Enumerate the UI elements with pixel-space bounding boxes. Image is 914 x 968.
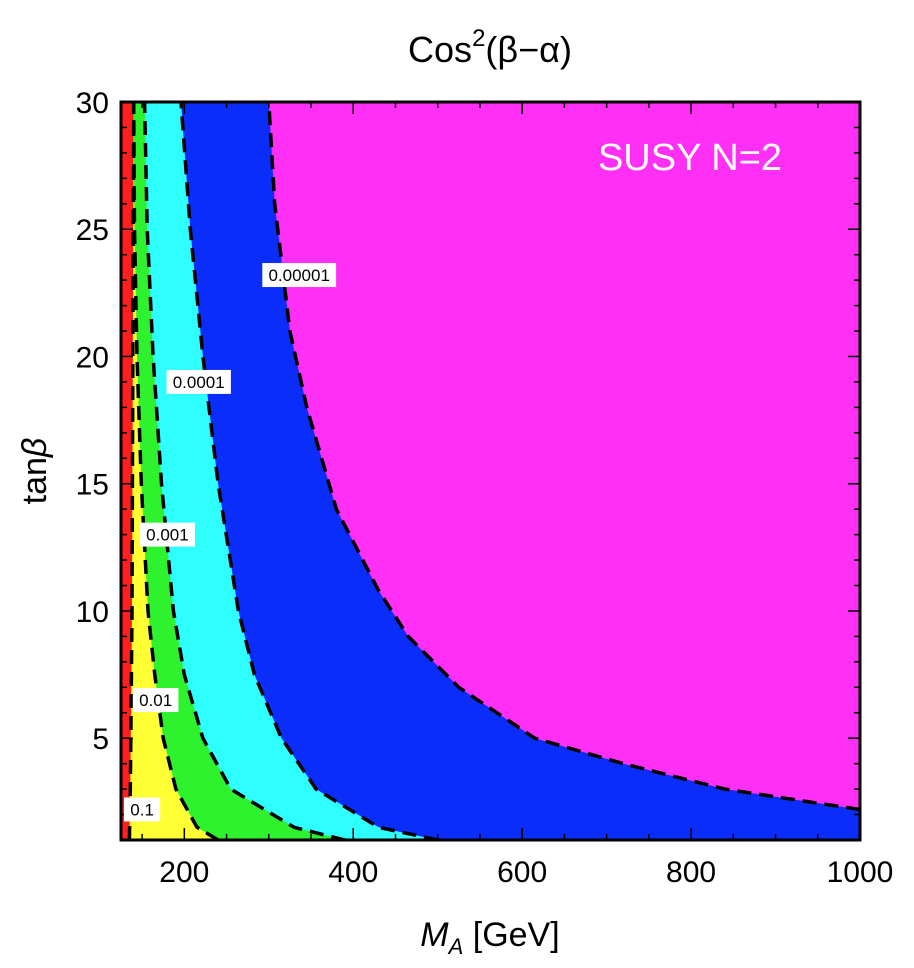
y-axis-label: tanβ <box>16 438 54 505</box>
contour-label-4: 0.0001 <box>173 373 225 392</box>
contour-label-5: 0.00001 <box>268 266 329 285</box>
y-tick-label: 15 <box>76 469 109 502</box>
contour-label-1: 0.1 <box>130 800 154 819</box>
contour-label-bg-3 <box>139 522 195 547</box>
contour-label-bg-4 <box>166 369 231 394</box>
ticks-group <box>121 101 861 840</box>
y-tick-label: 30 <box>76 87 109 120</box>
contour-labels-group: 0.1 0.01 0.001 0.0001 0.00001 <box>124 263 337 822</box>
plot-area <box>121 102 860 840</box>
contour-label-bg-5 <box>262 263 337 288</box>
region-5 <box>268 102 860 840</box>
title-argument: (β−α) <box>485 29 572 70</box>
y-tick-label: 20 <box>76 341 109 374</box>
x-axis-label-unit: [GeV] <box>463 916 559 954</box>
contour-label-bg-2 <box>132 688 179 713</box>
contour-label-bg-1 <box>124 797 161 822</box>
x-tick-label: 1000 <box>827 856 894 889</box>
x-axis-label: MA [GeV] <box>420 916 559 959</box>
y-axis-label-var: β <box>16 438 54 458</box>
y-tick-label: 25 <box>76 214 109 247</box>
x-tick-label: 600 <box>497 856 547 889</box>
regions-group <box>121 102 860 840</box>
y-tick-label: 5 <box>92 723 109 756</box>
tick-labels-group: 200 400 600 800 1000 5 10 15 20 25 30 <box>76 87 894 889</box>
title-superscript: 2 <box>472 25 485 52</box>
plot-frame <box>119 100 862 842</box>
x-tick-label: 400 <box>328 856 378 889</box>
annotation-text: SUSY N=2 <box>598 137 782 179</box>
contour-label-3: 0.001 <box>146 526 189 545</box>
title-base: Cos <box>408 29 472 70</box>
x-axis-label-var: M <box>420 916 449 954</box>
x-axis-label-sub: A <box>447 934 464 959</box>
x-tick-label: 200 <box>159 856 209 889</box>
contour-line-3 <box>142 102 346 840</box>
x-tick-label: 800 <box>666 856 716 889</box>
contour-line-4 <box>179 102 439 840</box>
contour-label-2: 0.01 <box>139 691 172 710</box>
y-tick-label: 10 <box>76 596 109 629</box>
contour-line-2 <box>131 102 220 840</box>
y-axis-label-fn: tan <box>16 457 54 504</box>
chart-title: Cos2(β−α) <box>408 25 572 70</box>
contour-line-5 <box>267 102 860 812</box>
